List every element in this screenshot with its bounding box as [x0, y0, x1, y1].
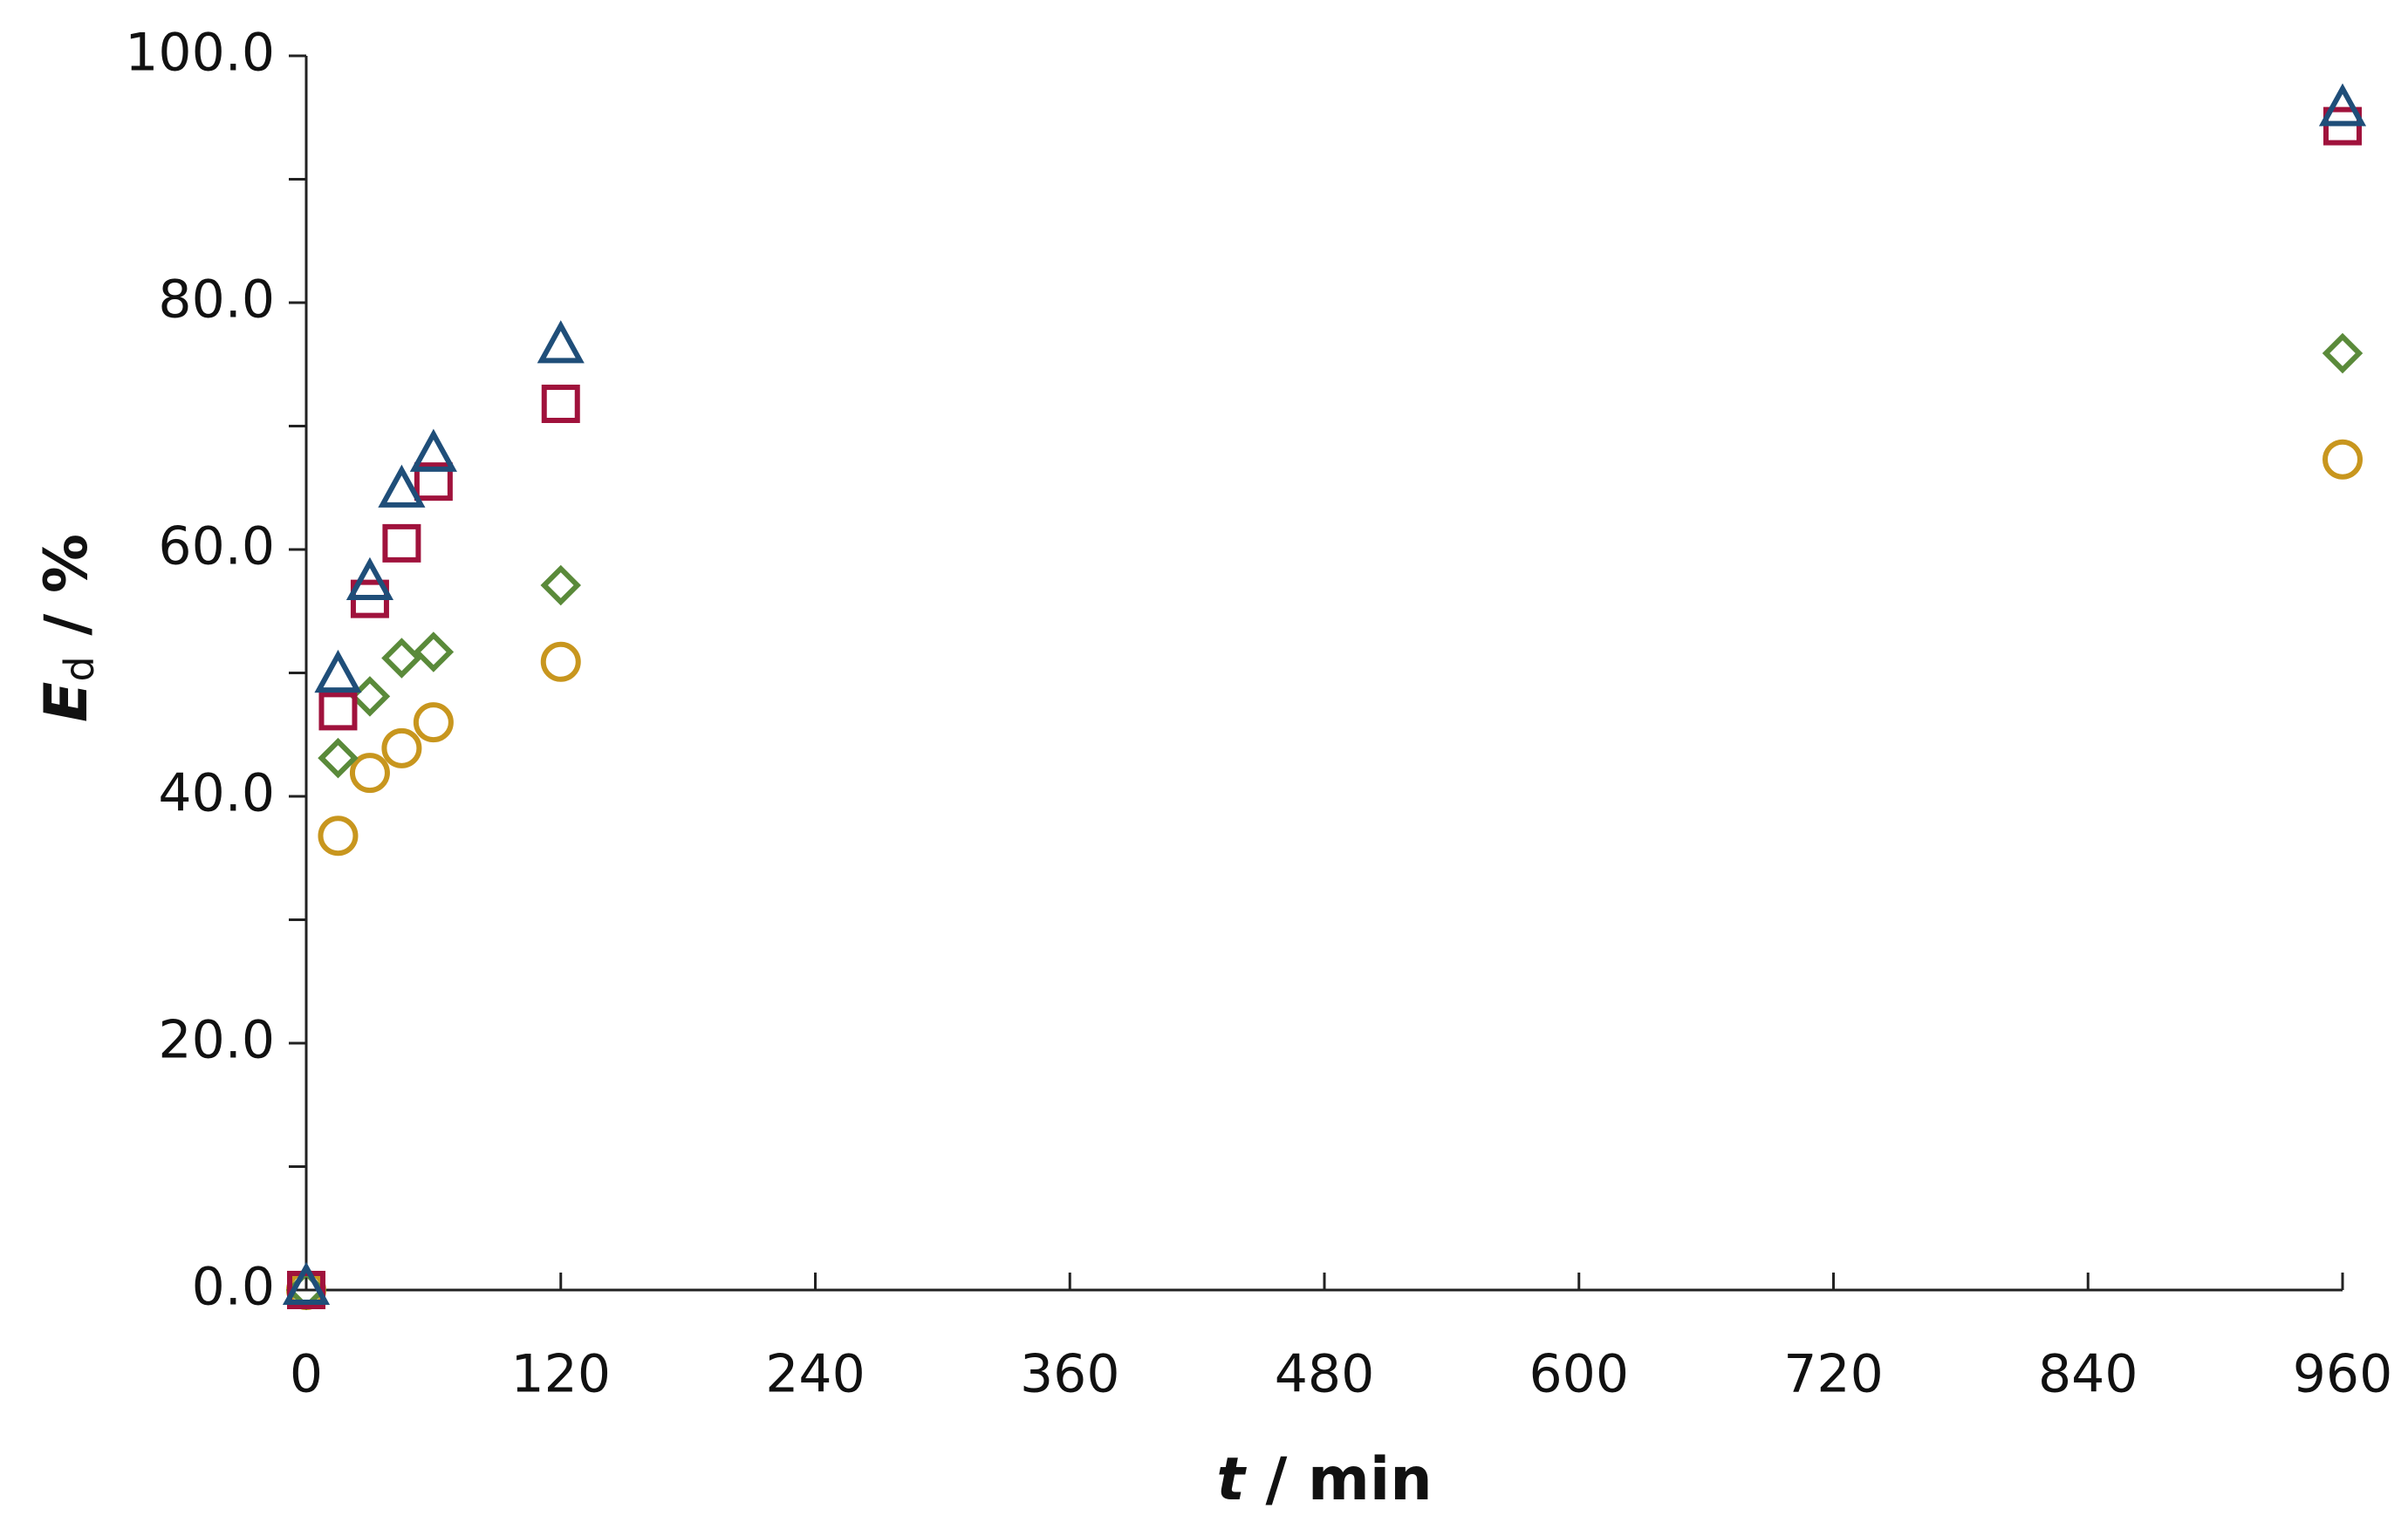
marker	[2322, 332, 2364, 374]
y-tick-label: 40.0	[158, 763, 275, 824]
marker	[382, 523, 421, 563]
marker	[318, 692, 358, 731]
marker	[2322, 439, 2364, 480]
marker	[381, 638, 422, 679]
marker	[540, 641, 581, 682]
x-tick-label: 0	[290, 1344, 323, 1405]
marker	[349, 753, 390, 794]
marker	[541, 385, 580, 424]
x-axis-unit: / min	[1245, 1445, 1433, 1514]
x-tick-label: 120	[510, 1344, 611, 1405]
marker	[414, 462, 453, 502]
y-tick-label: 100.0	[125, 23, 275, 84]
marker	[2318, 83, 2367, 126]
marker	[378, 464, 426, 508]
y-tick-label: 20.0	[158, 1010, 275, 1071]
y-axis-subscript: d	[56, 656, 103, 681]
marker	[381, 727, 422, 768]
y-tick-label: 60.0	[158, 516, 275, 577]
marker	[314, 649, 362, 693]
marker	[540, 564, 581, 606]
x-axis-title: t / min	[1216, 1445, 1432, 1514]
marker	[350, 579, 389, 618]
x-tick-label: 720	[1783, 1344, 1884, 1405]
x-tick-label: 240	[765, 1344, 865, 1405]
marker	[537, 320, 585, 364]
x-tick-label: 480	[1275, 1344, 1375, 1405]
marker	[282, 1261, 331, 1305]
x-tick-label: 360	[1020, 1344, 1120, 1405]
y-axis-symbol: E	[32, 682, 101, 722]
y-tick-label: 0.0	[192, 1257, 275, 1318]
y-axis-title: Ed / %	[32, 534, 103, 722]
y-tick-label: 80.0	[158, 270, 275, 331]
x-tick-label: 600	[1529, 1344, 1629, 1405]
marker	[413, 631, 455, 672]
x-tick-label: 960	[2293, 1344, 2393, 1405]
marker	[349, 676, 391, 717]
marker	[318, 816, 359, 857]
x-tick-label: 840	[2038, 1344, 2138, 1405]
marker	[318, 737, 359, 779]
y-axis-unit: / %	[32, 534, 101, 656]
x-axis-symbol: t	[1216, 1445, 1247, 1514]
marker	[413, 702, 454, 743]
marker	[345, 556, 394, 601]
marker	[2323, 106, 2362, 146]
marker	[409, 428, 457, 472]
